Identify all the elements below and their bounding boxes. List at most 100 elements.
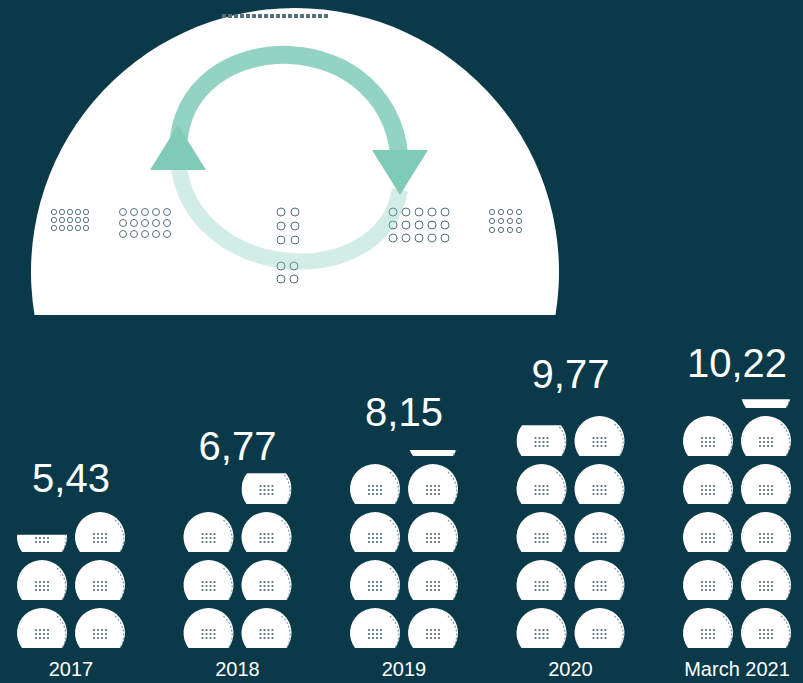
icon-dot xyxy=(705,629,707,631)
data-label: 5,43 xyxy=(32,456,110,500)
icon-dot xyxy=(205,589,207,591)
icon-dot xyxy=(542,581,544,583)
icon-dot xyxy=(546,589,548,591)
icon-dot xyxy=(434,581,436,583)
icon-dot xyxy=(93,629,95,631)
icon-dot xyxy=(205,537,207,539)
icon-dot xyxy=(259,629,261,631)
icon xyxy=(741,608,791,648)
icon-dot xyxy=(604,445,606,447)
icon-dot xyxy=(213,541,215,543)
icon-dot xyxy=(546,445,548,447)
icon-dot xyxy=(372,493,374,495)
icon-dot xyxy=(213,581,215,583)
icon-dot xyxy=(271,633,273,635)
icon-dot xyxy=(600,589,602,591)
icon-dot xyxy=(592,485,594,487)
icon-dot xyxy=(592,489,594,491)
icon-dot xyxy=(759,441,761,443)
icon-dot xyxy=(604,541,606,543)
icon-body xyxy=(575,416,625,456)
icon-dot xyxy=(201,637,203,639)
icon-dot xyxy=(705,541,707,543)
icon-dot xyxy=(35,585,37,587)
icon-dot xyxy=(538,589,540,591)
icon-dot xyxy=(101,637,103,639)
icon-dot xyxy=(542,633,544,635)
icon-dot xyxy=(759,629,761,631)
icon xyxy=(575,464,625,504)
icon-dot xyxy=(205,585,207,587)
icon-dot xyxy=(47,629,49,631)
icon-dot xyxy=(538,629,540,631)
icon-dot xyxy=(709,437,711,439)
icon-dot xyxy=(546,437,548,439)
icon-edge xyxy=(723,472,732,504)
icon-body xyxy=(408,512,458,552)
icon-dot xyxy=(438,485,440,487)
icon-dot xyxy=(763,493,765,495)
icon xyxy=(517,608,567,648)
icon-dot xyxy=(438,633,440,635)
icon xyxy=(517,512,567,552)
icon-dot xyxy=(380,485,382,487)
icon-dot xyxy=(709,541,711,543)
icon-dot xyxy=(542,493,544,495)
data-label: 9,77 xyxy=(532,352,610,396)
icon-edge xyxy=(781,568,790,600)
icon-edge xyxy=(57,616,66,648)
icon-dot xyxy=(709,589,711,591)
icon-dot xyxy=(600,537,602,539)
icon-dot xyxy=(542,585,544,587)
icon-dot xyxy=(259,637,261,639)
icon-dot xyxy=(380,493,382,495)
icon-dot xyxy=(430,533,432,535)
icon-dot xyxy=(368,533,370,535)
icon-dot xyxy=(267,485,269,487)
icon-dot xyxy=(709,485,711,487)
icon xyxy=(683,416,733,456)
icon-dot xyxy=(205,533,207,535)
icon-dot xyxy=(259,485,261,487)
icon-dot xyxy=(376,533,378,535)
icon-dot xyxy=(201,589,203,591)
icon-dot xyxy=(713,485,715,487)
icon-edge xyxy=(723,568,732,600)
icon xyxy=(408,464,458,504)
icon xyxy=(408,512,458,552)
icon-body xyxy=(741,464,791,504)
icon-dot xyxy=(592,533,594,535)
icon-dot xyxy=(205,541,207,543)
icon-dot xyxy=(771,537,773,539)
pictogram-stack xyxy=(17,512,125,648)
dot xyxy=(164,231,171,238)
vent xyxy=(240,14,244,18)
icon-dot xyxy=(259,541,261,543)
icon-dot xyxy=(534,589,536,591)
icon-dot xyxy=(267,581,269,583)
icon-dot xyxy=(368,589,370,591)
icon-dot xyxy=(546,489,548,491)
icon-body xyxy=(741,416,791,456)
icon-dot xyxy=(372,541,374,543)
icon-dot xyxy=(763,537,765,539)
icon xyxy=(242,512,292,552)
icon-body xyxy=(184,512,234,552)
icon-dot xyxy=(259,585,261,587)
icon-dot xyxy=(376,629,378,631)
icon-dot xyxy=(259,633,261,635)
icon-body xyxy=(683,560,733,600)
icon-dot xyxy=(43,629,45,631)
icon-dot xyxy=(767,533,769,535)
icon-edge xyxy=(781,616,790,648)
icon-dot xyxy=(213,637,215,639)
icon-body xyxy=(408,608,458,648)
icon xyxy=(517,425,567,456)
dot xyxy=(428,208,436,216)
icon-dot xyxy=(209,633,211,635)
icon-dot xyxy=(604,537,606,539)
icon-dot xyxy=(434,537,436,539)
icon-dot xyxy=(259,589,261,591)
category-label: 2018 xyxy=(215,658,260,680)
icon-dot xyxy=(701,541,703,543)
